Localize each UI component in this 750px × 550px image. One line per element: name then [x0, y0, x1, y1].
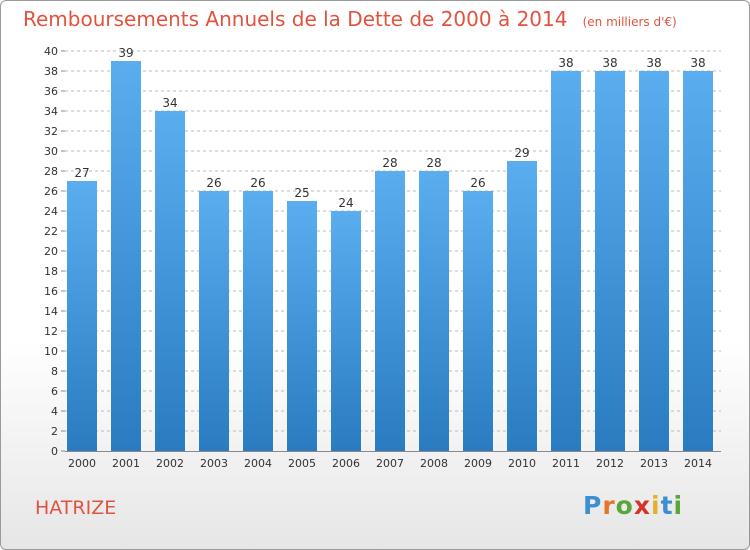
logo-letter: i: [673, 491, 684, 520]
bar-2012: [595, 71, 625, 451]
x-tick-label-2012: 2012: [596, 457, 624, 470]
x-tick-label-2014: 2014: [684, 457, 712, 470]
y-tick-label: 10: [44, 345, 58, 358]
x-tick-label-2010: 2010: [508, 457, 536, 470]
data-label-2007: 28: [382, 156, 397, 170]
data-label-2010: 29: [514, 146, 529, 160]
y-tick-label: 18: [44, 265, 58, 278]
y-tick-label: 0: [51, 445, 58, 458]
x-tick-label-2006: 2006: [332, 457, 360, 470]
data-label-2001: 39: [118, 46, 133, 60]
bar-2006: [331, 211, 361, 451]
bar-2005: [287, 201, 317, 451]
logo-letter: o: [615, 491, 634, 520]
bar-2002: [155, 111, 185, 451]
y-tick-label: 6: [51, 385, 58, 398]
x-tick-label-2013: 2013: [640, 457, 668, 470]
logo-letter: x: [633, 491, 651, 520]
y-tick-label: 12: [44, 325, 58, 338]
bar-2000: [67, 181, 97, 451]
y-tick-label: 4: [51, 405, 58, 418]
data-label-2012: 38: [602, 56, 617, 70]
x-axis-ticks: 2000 2001 2002 2003 2004 2005 2006 2007 2008 2009…: [68, 457, 712, 470]
data-labels: 27 39 34 26 26 25 24 28 28 26 29 38 38 38 38: [74, 46, 705, 210]
bar-2003: [199, 191, 229, 451]
x-tick-label-2002: 2002: [156, 457, 184, 470]
x-tick-label-2000: 2000: [68, 457, 96, 470]
data-label-2000: 27: [74, 166, 89, 180]
logo-letter: r: [602, 491, 616, 520]
chart-title: Remboursements Annuels de la Dette de 20…: [23, 7, 677, 31]
bar-2010: [507, 161, 537, 451]
data-label-2009: 26: [470, 176, 485, 190]
x-tick-label-2011: 2011: [552, 457, 580, 470]
y-tick-label: 8: [51, 365, 58, 378]
x-tick-label-2008: 2008: [420, 457, 448, 470]
bar-2013: [639, 71, 669, 451]
data-label-2014: 38: [690, 56, 705, 70]
bar-2011: [551, 71, 581, 451]
data-label-2002: 34: [162, 96, 177, 110]
y-tick-label: 36: [44, 85, 58, 98]
x-tick-label-2003: 2003: [200, 457, 228, 470]
y-tick-label: 38: [44, 65, 58, 78]
bar-2014: [683, 71, 713, 451]
data-label-2013: 38: [646, 56, 661, 70]
data-label-2011: 38: [558, 56, 573, 70]
bar-2001: [111, 61, 141, 451]
title-main: Remboursements Annuels de la Dette de 20…: [23, 7, 568, 31]
commune-name: HATRIZE: [35, 497, 117, 519]
x-tick-label-2007: 2007: [376, 457, 404, 470]
proxiti-logo: Proxiti: [583, 491, 683, 520]
bar-2009: [463, 191, 493, 451]
bar-2007: [375, 171, 405, 451]
data-label-2004: 26: [250, 176, 265, 190]
x-tick-label-2004: 2004: [244, 457, 272, 470]
title-unit: (en milliers d'€): [582, 15, 677, 29]
bar-2008: [419, 171, 449, 451]
logo-letter: i: [651, 491, 661, 520]
x-tick-label-2001: 2001: [112, 457, 140, 470]
y-tick-label: 22: [44, 225, 58, 238]
y-tick-label: 26: [44, 185, 58, 198]
x-tick-label-2009: 2009: [464, 457, 492, 470]
y-tick-label: 14: [44, 305, 58, 318]
y-tick-label: 34: [44, 105, 58, 118]
y-tick-label: 24: [44, 205, 58, 218]
data-label-2008: 28: [426, 156, 441, 170]
data-label-2003: 26: [206, 176, 221, 190]
bars: [67, 61, 713, 451]
y-tick-label: 20: [44, 245, 58, 258]
y-tick-label: 2: [51, 425, 58, 438]
y-tick-label: 30: [44, 145, 58, 158]
data-label-2005: 25: [294, 186, 309, 200]
bar-2004: [243, 191, 273, 451]
y-tick-label: 28: [44, 165, 58, 178]
data-label-2006: 24: [338, 196, 353, 210]
logo-letter: P: [583, 491, 603, 520]
y-tick-label: 32: [44, 125, 58, 138]
x-tick-label-2005: 2005: [288, 457, 316, 470]
logo-letter: t: [660, 491, 674, 520]
y-tick-label: 16: [44, 285, 58, 298]
y-tick-label: 40: [44, 45, 58, 58]
